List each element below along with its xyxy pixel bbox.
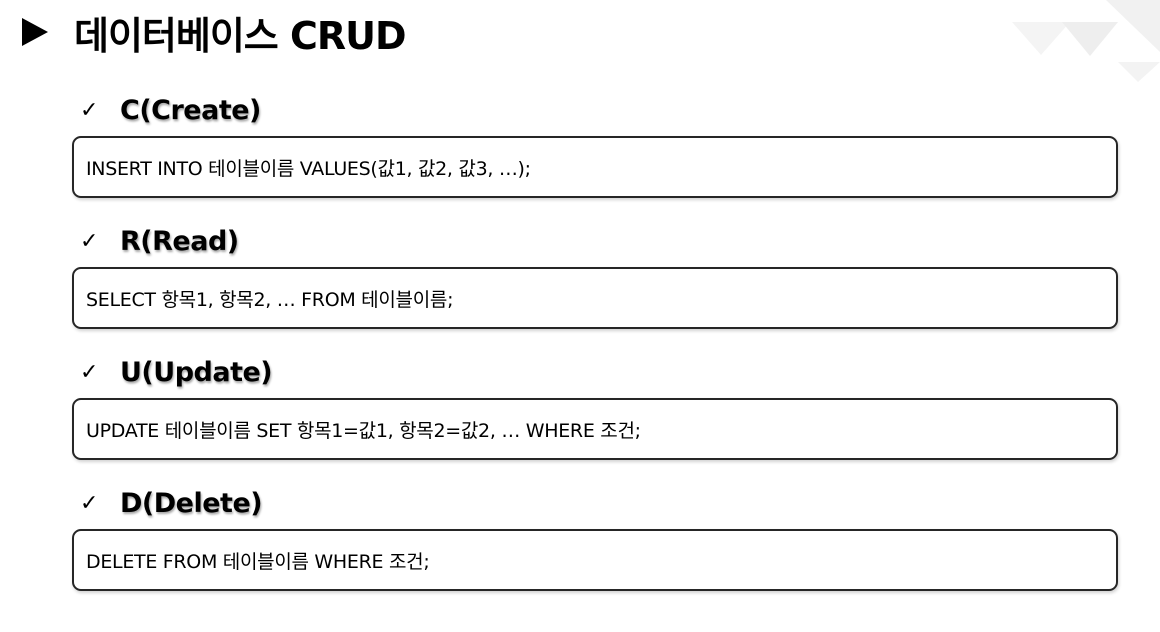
check-icon: ✓: [80, 97, 99, 123]
code-box-delete: DELETE FROM 테이블이름 WHERE 조건;: [72, 529, 1118, 591]
code-text-update: UPDATE 테이블이름 SET 항목1=값1, 항목2=값2, … WHERE…: [86, 419, 641, 442]
section-create: ✓ C(Create) INSERT INTO 테이블이름 VALUES(값1,…: [72, 90, 1118, 198]
check-icon: ✓: [80, 490, 99, 516]
triangle-decoration-icon: [1012, 22, 1070, 55]
code-text-read: SELECT 항목1, 항목2, … FROM 테이블이름;: [86, 288, 454, 311]
section-read: ✓ R(Read) SELECT 항목1, 항목2, … FROM 테이블이름;: [72, 221, 1118, 329]
section-title-delete: D(Delete): [120, 487, 263, 519]
page-title: 데이터베이스 CRUD: [74, 13, 407, 58]
section-header: ✓ D(Delete): [80, 483, 1118, 523]
triangle-decoration-icon: [1062, 22, 1118, 56]
code-box-read: SELECT 항목1, 항목2, … FROM 테이블이름;: [72, 267, 1118, 329]
section-title-read: R(Read): [120, 225, 239, 257]
page-title-row: 데이터베이스 CRUD: [22, 6, 407, 58]
check-icon: ✓: [80, 359, 99, 385]
section-title-create: C(Create): [120, 94, 261, 126]
triangle-decoration-icon: [1118, 62, 1160, 82]
check-icon: ✓: [80, 228, 99, 254]
section-delete: ✓ D(Delete) DELETE FROM 테이블이름 WHERE 조건;: [72, 483, 1118, 591]
corner-triangle-decoration: [1012, 0, 1160, 82]
section-header: ✓ R(Read): [80, 221, 1118, 261]
code-text-create: INSERT INTO 테이블이름 VALUES(값1, 값2, 값3, …);: [86, 157, 531, 180]
triangle-right-icon: [22, 18, 48, 46]
section-header: ✓ C(Create): [80, 90, 1118, 130]
section-header: ✓ U(Update): [80, 352, 1118, 392]
code-text-delete: DELETE FROM 테이블이름 WHERE 조건;: [86, 550, 430, 573]
triangle-decoration-icon: [1106, 0, 1160, 52]
section-title-update: U(Update): [120, 356, 273, 388]
section-update: ✓ U(Update) UPDATE 테이블이름 SET 항목1=값1, 항목2…: [72, 352, 1118, 460]
code-box-create: INSERT INTO 테이블이름 VALUES(값1, 값2, 값3, …);: [72, 136, 1118, 198]
code-box-update: UPDATE 테이블이름 SET 항목1=값1, 항목2=값2, … WHERE…: [72, 398, 1118, 460]
